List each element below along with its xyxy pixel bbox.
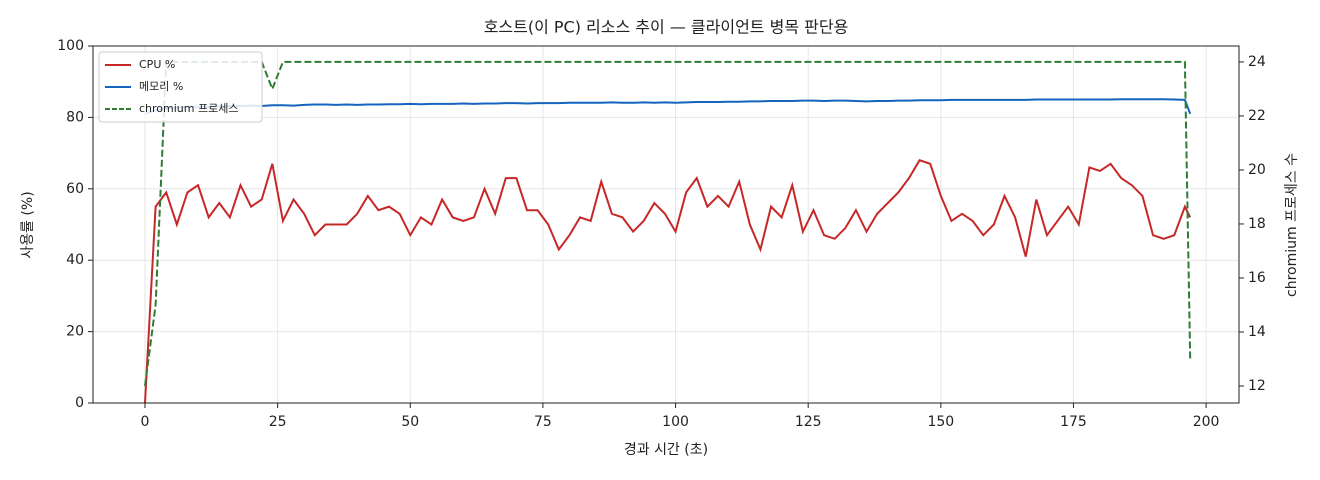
x-tick-label: 0: [141, 414, 150, 430]
legend-label: chromium 프로세스: [139, 102, 238, 115]
x-tick-label: 125: [795, 414, 822, 430]
x-tick-label: 100: [662, 414, 689, 430]
y-tick-label: 60: [66, 181, 84, 197]
y-tick-label: 40: [66, 252, 84, 268]
legend-label: CPU %: [139, 58, 175, 71]
series-line: [144, 98, 1192, 115]
legend-label: 메모리 %: [139, 80, 183, 93]
y2-tick-label: 18: [1248, 216, 1266, 232]
y-tick-label: 100: [57, 38, 84, 54]
series-line: [143, 60, 1192, 387]
x-tick-label: 200: [1193, 414, 1220, 430]
legend: CPU % 메모리 % chromium 프로세스: [98, 51, 263, 123]
x-tick-label: 25: [269, 414, 287, 430]
plot-frame: [92, 45, 1240, 404]
legend-box: [98, 51, 263, 123]
x-tick-label: 75: [534, 414, 552, 430]
y-axis-label: 사용률 (%): [20, 191, 36, 258]
chart-title: 호스트(이 PC) 리소스 추이 — 클라이언트 병목 판단용: [484, 18, 849, 37]
y2-tick-label: 12: [1248, 378, 1266, 394]
y-tick-label: 0: [75, 395, 84, 411]
y2-tick-label: 16: [1248, 270, 1266, 286]
x-axis-label: 경과 시간 (초): [624, 442, 708, 458]
x-tick-label: 175: [1060, 414, 1087, 430]
y2-tick-label: 14: [1248, 324, 1266, 340]
x-tick-label: 50: [401, 414, 419, 430]
y2-tick-label: 20: [1248, 162, 1266, 178]
y2-tick-label: 24: [1248, 54, 1266, 70]
y2-axis-label: chromium 프로세스 수: [1284, 153, 1300, 297]
y-tick-label: 80: [66, 109, 84, 125]
x-tick-label: 150: [927, 414, 954, 430]
y-tick-label: 20: [66, 324, 84, 340]
series-line: [143, 159, 1192, 404]
y2-tick-label: 22: [1248, 108, 1266, 124]
